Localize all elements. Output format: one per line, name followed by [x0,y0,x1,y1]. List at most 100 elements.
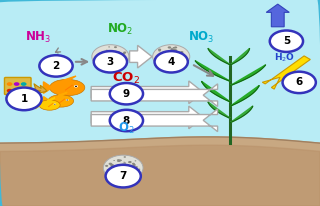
Polygon shape [91,106,203,129]
Polygon shape [91,81,203,104]
Circle shape [173,55,177,57]
Circle shape [122,54,124,55]
Circle shape [166,55,168,56]
Circle shape [116,165,118,166]
Circle shape [21,82,27,86]
Text: NH$_3$: NH$_3$ [25,29,52,45]
Circle shape [123,52,126,53]
Circle shape [124,169,126,170]
Circle shape [173,54,175,56]
Circle shape [111,54,115,56]
Circle shape [109,174,112,176]
Circle shape [103,56,106,58]
Circle shape [97,61,100,63]
Circle shape [128,161,132,163]
Circle shape [135,160,136,162]
Polygon shape [208,48,230,65]
Circle shape [124,173,126,174]
FancyBboxPatch shape [4,77,31,95]
Circle shape [94,51,127,73]
Circle shape [168,46,171,49]
Text: 2: 2 [52,61,60,71]
Circle shape [123,167,125,169]
Polygon shape [262,56,310,89]
Circle shape [113,160,115,161]
Circle shape [99,56,100,57]
Text: H$_2$O: H$_2$O [274,52,295,64]
Circle shape [159,61,161,62]
Circle shape [283,72,316,93]
Circle shape [174,46,177,48]
Polygon shape [195,61,230,81]
Circle shape [105,56,108,58]
Circle shape [167,58,170,60]
Circle shape [14,82,20,86]
Circle shape [138,169,140,170]
Circle shape [117,159,121,162]
Polygon shape [230,106,253,123]
Ellipse shape [48,95,74,107]
Circle shape [182,59,186,61]
Circle shape [123,172,126,174]
Circle shape [75,86,77,87]
Circle shape [117,165,119,166]
Circle shape [163,57,166,59]
Circle shape [103,155,143,181]
Circle shape [169,56,172,58]
Polygon shape [230,65,266,85]
Circle shape [174,54,177,56]
Circle shape [172,48,176,50]
Circle shape [122,167,124,168]
Circle shape [153,45,190,69]
Ellipse shape [50,79,85,96]
Polygon shape [266,4,289,27]
Circle shape [135,166,138,168]
Circle shape [105,55,108,57]
Circle shape [74,85,78,88]
Circle shape [108,163,112,165]
Circle shape [39,55,73,77]
Circle shape [105,52,107,53]
Polygon shape [230,48,250,65]
Circle shape [120,160,122,161]
Text: O$_2$: O$_2$ [118,121,135,136]
Circle shape [7,89,12,92]
Circle shape [122,166,125,168]
Circle shape [106,56,109,58]
Circle shape [110,83,143,104]
Circle shape [118,52,120,53]
Circle shape [118,161,120,162]
Circle shape [170,48,173,50]
Polygon shape [58,92,67,95]
Circle shape [180,51,182,52]
Circle shape [166,55,167,56]
Circle shape [128,162,130,163]
Circle shape [116,58,120,60]
Circle shape [66,99,69,101]
Circle shape [169,54,172,56]
Circle shape [117,58,118,59]
Circle shape [114,46,117,48]
Circle shape [136,173,138,174]
Circle shape [176,53,177,54]
Polygon shape [44,97,50,105]
Text: NO$_2$: NO$_2$ [107,22,133,37]
Circle shape [97,58,99,59]
Circle shape [106,50,108,51]
Circle shape [176,56,178,58]
Circle shape [118,65,120,66]
Polygon shape [44,82,52,93]
Circle shape [122,163,125,165]
Circle shape [117,159,119,161]
Circle shape [124,169,126,170]
Circle shape [119,176,121,177]
Circle shape [107,169,109,170]
Circle shape [270,30,303,52]
Circle shape [170,66,174,68]
Circle shape [174,56,176,57]
Circle shape [119,175,121,176]
Polygon shape [91,84,218,107]
Circle shape [106,171,110,174]
Circle shape [103,55,105,57]
Circle shape [107,55,109,57]
